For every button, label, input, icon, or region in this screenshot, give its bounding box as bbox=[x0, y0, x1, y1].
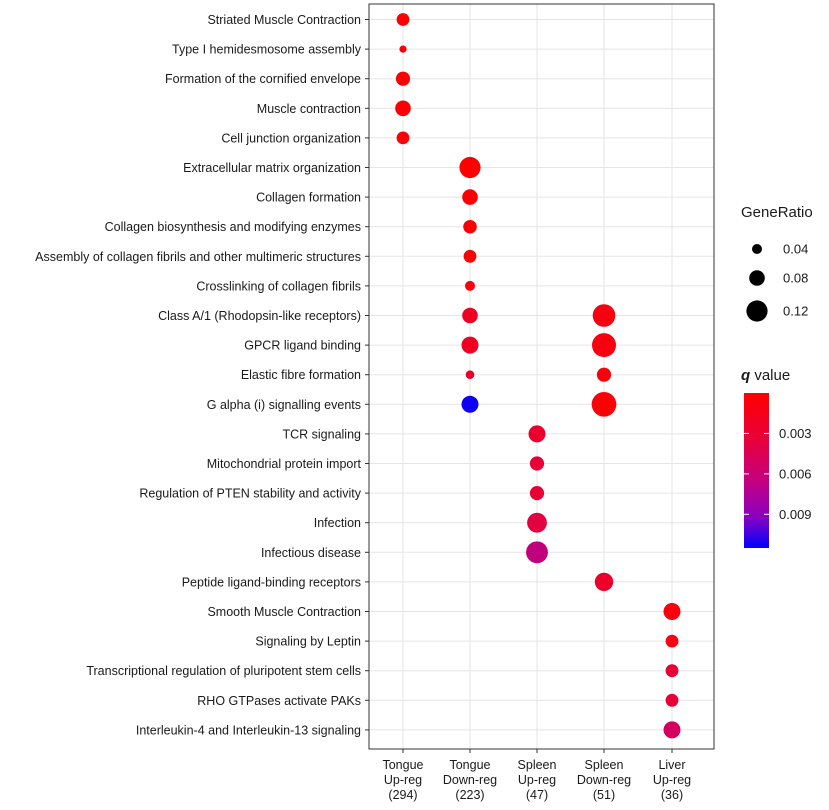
data-point bbox=[663, 721, 681, 739]
data-point bbox=[395, 100, 411, 117]
data-point bbox=[461, 395, 479, 413]
plot-border bbox=[368, 3, 715, 750]
y-tick-label: G alpha (i) signalling events bbox=[207, 398, 361, 412]
y-tick-label: Regulation of PTEN stability and activit… bbox=[139, 487, 361, 501]
data-point bbox=[529, 486, 545, 501]
y-tick-label: Mitochondrial protein import bbox=[207, 457, 362, 471]
x-tick-label: (294) bbox=[388, 788, 417, 802]
size-legend: GeneRatio 0.04 0.08 0.12 bbox=[741, 204, 813, 322]
y-tick-label: Elastic fibre formation bbox=[241, 368, 361, 382]
data-point bbox=[528, 425, 546, 443]
x-tick-label: Up-reg bbox=[518, 773, 556, 787]
data-point bbox=[663, 603, 681, 620]
size-legend-title: GeneRatio bbox=[741, 204, 813, 221]
y-tick-label: Crosslinking of collagen fibrils bbox=[196, 279, 361, 293]
plot-background bbox=[369, 4, 714, 749]
y-tick-label: Type I hemidesmosome assembly bbox=[172, 43, 362, 57]
color-legend-label: 0.006 bbox=[779, 466, 812, 481]
x-tick-label: Up-reg bbox=[384, 773, 422, 787]
color-legend-label: 0.009 bbox=[779, 507, 812, 522]
data-point bbox=[396, 131, 410, 145]
y-tick-label: RHO GTPases activate PAKs bbox=[197, 694, 361, 708]
y-tick-label: Interleukin-4 and Interleukin-13 signali… bbox=[136, 723, 361, 737]
color-legend: q value 0.003 0.006 0.009 bbox=[741, 367, 812, 548]
size-legend-dot bbox=[749, 270, 765, 286]
size-legend-label: 0.08 bbox=[783, 271, 808, 286]
data-point bbox=[665, 634, 679, 648]
x-tick-label: Down-reg bbox=[443, 773, 497, 787]
x-tick-label: Tongue bbox=[382, 758, 423, 772]
data-point bbox=[395, 71, 411, 86]
y-axis-labels: Striated Muscle Contraction Type I hemide… bbox=[35, 13, 369, 737]
y-tick-label: Infection bbox=[314, 516, 361, 530]
y-tick-label: Smooth Muscle Contraction bbox=[207, 605, 361, 619]
x-tick-label: Tongue bbox=[449, 758, 490, 772]
x-tick-label: (223) bbox=[455, 788, 484, 802]
size-legend-dot bbox=[746, 300, 768, 322]
y-tick-label: Infectious disease bbox=[261, 546, 361, 560]
x-tick-label: Spleen bbox=[585, 758, 624, 772]
data-point bbox=[529, 456, 545, 471]
data-point bbox=[465, 280, 475, 291]
data-point bbox=[462, 307, 478, 324]
color-legend-title: q value bbox=[741, 367, 790, 384]
x-axis-labels: TongueUp-reg(294)TongueDown-reg(223)Sple… bbox=[382, 749, 691, 802]
data-point bbox=[527, 512, 547, 533]
data-point bbox=[463, 219, 477, 234]
x-tick-label: (51) bbox=[593, 788, 615, 802]
y-tick-label: Cell junction organization bbox=[221, 131, 361, 145]
size-legend-label: 0.12 bbox=[783, 304, 808, 319]
y-tick-label: Transcriptional regulation of pluripoten… bbox=[86, 664, 361, 678]
data-point bbox=[462, 189, 478, 205]
data-point bbox=[463, 249, 477, 263]
data-point bbox=[399, 45, 407, 53]
y-tick-label: Extracellular matrix organization bbox=[183, 161, 361, 175]
y-tick-label: Signaling by Leptin bbox=[255, 635, 361, 649]
data-point bbox=[459, 156, 481, 179]
data-point bbox=[596, 367, 612, 382]
y-tick-label: Striated Muscle Contraction bbox=[207, 13, 361, 27]
y-tick-label: TCR signaling bbox=[282, 427, 361, 441]
y-tick-label: Collagen biosynthesis and modifying enzy… bbox=[105, 220, 361, 234]
data-point bbox=[594, 572, 614, 592]
data-point bbox=[396, 13, 410, 26]
x-tick-label: (36) bbox=[661, 788, 683, 802]
data-point bbox=[465, 370, 475, 380]
data-point bbox=[665, 664, 679, 678]
data-point bbox=[591, 391, 617, 417]
y-tick-label: Formation of the cornified envelope bbox=[165, 72, 361, 86]
x-tick-label: (47) bbox=[526, 788, 548, 802]
x-tick-label: Liver bbox=[658, 758, 685, 772]
y-tick-label: Class A/1 (Rhodopsin-like receptors) bbox=[158, 309, 361, 323]
x-tick-label: Up-reg bbox=[653, 773, 691, 787]
data-point bbox=[592, 304, 616, 327]
data-point bbox=[526, 541, 548, 564]
size-legend-label: 0.04 bbox=[783, 242, 808, 257]
plot-area bbox=[368, 3, 715, 750]
y-tick-label: Peptide ligand-binding receptors bbox=[182, 575, 361, 589]
data-point bbox=[461, 336, 479, 354]
y-tick-label: Muscle contraction bbox=[257, 102, 361, 116]
size-legend-dot bbox=[752, 244, 762, 254]
y-tick-label: GPCR ligand binding bbox=[244, 339, 361, 353]
data-point bbox=[665, 693, 679, 707]
color-bar bbox=[744, 393, 769, 548]
data-point bbox=[592, 333, 616, 358]
x-tick-label: Down-reg bbox=[577, 773, 631, 787]
color-legend-label: 0.003 bbox=[779, 426, 812, 441]
y-tick-label: Assembly of collagen fibrils and other m… bbox=[35, 250, 361, 264]
x-tick-label: Spleen bbox=[518, 758, 557, 772]
y-tick-label: Collagen formation bbox=[256, 191, 361, 205]
